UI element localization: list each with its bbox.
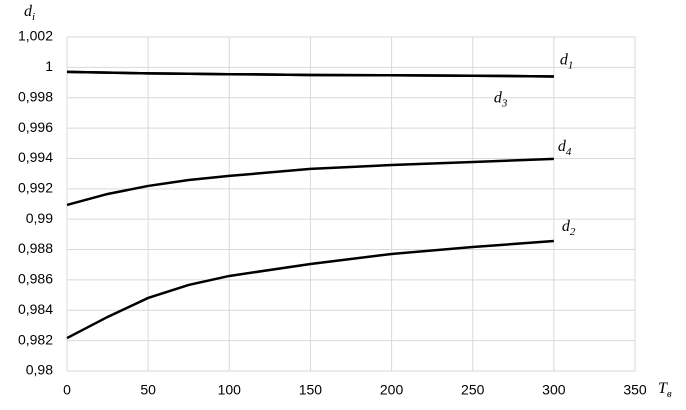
y-tick-label: 0,986 [18, 271, 53, 287]
y-tick-label: 0,994 [18, 149, 53, 165]
series-line [66, 239, 554, 340]
x-axis-label: Tв [658, 380, 672, 400]
series-label: d4 [558, 138, 572, 158]
y-tick-label: 0,996 [18, 119, 53, 135]
y-tick-label: 1,002 [18, 28, 53, 44]
x-tick-label: 300 [542, 382, 566, 398]
y-tick-label: 0,99 [26, 210, 53, 226]
x-tick-label: 50 [140, 382, 156, 398]
x-tick-label: 250 [461, 382, 485, 398]
y-axis-label: di [24, 3, 35, 23]
y-tick-label: 0,98 [26, 362, 53, 378]
x-tick-label: 100 [218, 382, 242, 398]
x-tick-label: 200 [380, 382, 404, 398]
y-tick-label: 1 [45, 58, 53, 74]
x-tick-label: 150 [299, 382, 323, 398]
y-tick-label: 0,992 [18, 180, 53, 196]
series-line [66, 70, 554, 78]
series-line [66, 157, 554, 207]
series-label: d1 [560, 51, 574, 71]
x-tick-label: 350 [623, 382, 647, 398]
y-tick-label: 0,998 [18, 88, 53, 104]
y-tick-label: 0,988 [18, 240, 53, 256]
series-label: d3 [494, 89, 508, 109]
y-tick-label: 0,982 [18, 331, 53, 347]
y-tick-label: 0,984 [18, 301, 53, 317]
series-label: d2 [562, 218, 576, 238]
x-tick-label: 0 [63, 382, 71, 398]
